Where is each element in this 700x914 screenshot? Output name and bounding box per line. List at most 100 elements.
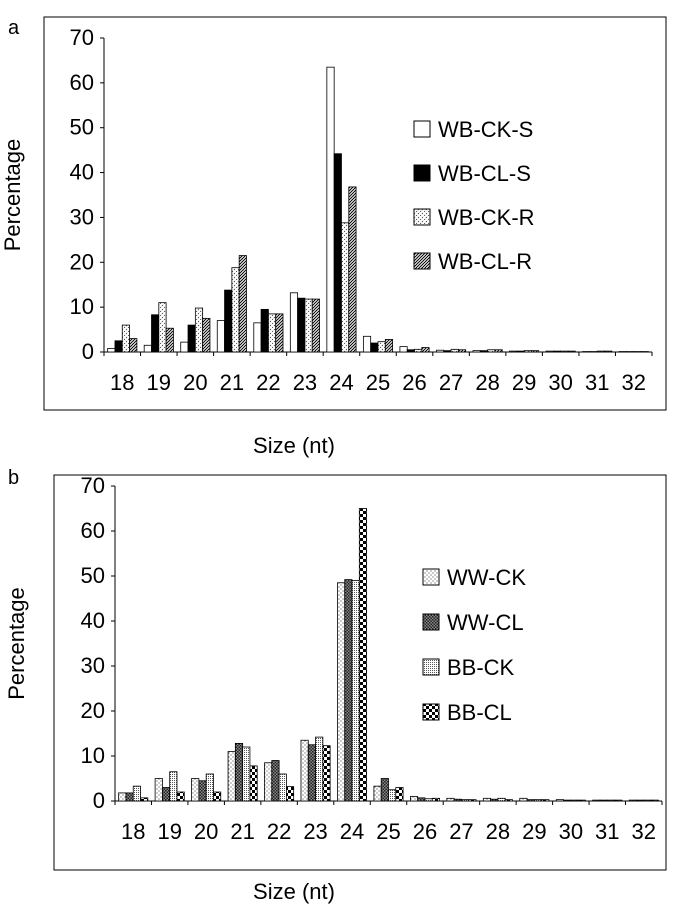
bar-WB-CK-R-26 — [414, 348, 423, 353]
x-tick-label-18: 18 — [110, 370, 134, 395]
bar-WB-CL-R-22 — [275, 313, 284, 353]
bar-WB-CL-S-18 — [114, 340, 123, 353]
chart-frame — [43, 16, 667, 411]
bar-WW-CL-22 — [271, 760, 280, 802]
y-axis-title: Percentage — [4, 587, 29, 700]
y-tick-label: 0 — [82, 339, 94, 364]
legend-swatch-BB-CL — [422, 703, 440, 721]
bar-WB-CK-R-27 — [450, 348, 459, 353]
legend-label-WB-CK-S: WB-CK-S — [438, 117, 533, 142]
bar-WB-CK-R-23 — [304, 298, 313, 353]
bar-WW-CK-19 — [154, 778, 163, 802]
chart-frame — [53, 474, 667, 871]
bar-BB-CL-30 — [577, 799, 586, 802]
x-axis-title-b: Size (nt) — [253, 879, 335, 904]
x-tick-label-25: 25 — [366, 370, 390, 395]
x-tick-label-21: 21 — [230, 819, 254, 844]
bar-WB-CL-S-23 — [297, 297, 306, 353]
bar-WB-CL-R-26 — [421, 347, 430, 353]
y-tick-label: 50 — [81, 563, 105, 588]
bar-BB-CL-22 — [285, 786, 295, 802]
bar-WB-CL-R-23 — [311, 298, 320, 353]
bar-BB-CK-24 — [351, 580, 360, 802]
bar-BB-CL-32 — [650, 799, 659, 802]
y-tick-label: 20 — [81, 698, 105, 723]
chart-panel-b: b 0 10 20 30 40 50 60 70 Percentage 18 19 20 21 22 23 2… — [0, 460, 700, 914]
legend-label-WW-CL: WW-CL — [447, 610, 524, 635]
x-tick-label-22: 22 — [256, 370, 280, 395]
legend-label-BB-CK: BB-CK — [447, 655, 515, 680]
bar-BB-CL-21 — [249, 765, 258, 802]
y-tick-label: 40 — [70, 160, 94, 185]
bar-WB-CL-S-28 — [479, 350, 489, 353]
bar-WW-CL-27 — [453, 798, 462, 802]
legend-label-BB-CL: BB-CL — [447, 700, 512, 725]
x-tick-label-28: 28 — [486, 819, 510, 844]
bar-WW-CK-26 — [409, 796, 419, 802]
x-tick-label-20: 20 — [194, 819, 218, 844]
bar-WB-CK-S-28 — [472, 350, 481, 353]
bar-WB-CK-S-27 — [436, 349, 445, 353]
bar-BB-CK-18 — [132, 785, 141, 802]
bar-WW-CK-24 — [337, 582, 346, 802]
bar-WB-CK-R-29 — [523, 350, 532, 353]
bar-WB-CL-R-30 — [567, 350, 576, 353]
legend-label-WB-CL-R: WB-CL-R — [438, 249, 532, 274]
bar-WW-CL-30 — [563, 799, 572, 802]
panel-label-b: b — [8, 467, 20, 489]
bar-WB-CL-R-29 — [531, 350, 540, 353]
bar-WB-CK-R-20 — [194, 307, 204, 353]
legend-swatch-WB-CK-R — [413, 208, 431, 226]
x-tick-label-19: 19 — [147, 370, 171, 395]
bar-WW-CK-29 — [519, 797, 528, 802]
x-tick-label-26: 26 — [413, 819, 437, 844]
bar-WW-CK-32 — [628, 799, 637, 802]
bar-WW-CL-23 — [307, 744, 316, 802]
bar-WB-CK-S-21 — [216, 320, 225, 353]
bar-WB-CK-S-18 — [107, 348, 116, 353]
bar-WB-CL-R-31 — [604, 350, 613, 353]
bar-WB-CK-S-23 — [289, 292, 299, 353]
bar-WB-CK-R-24 — [341, 222, 350, 353]
y-tick-label: 30 — [70, 204, 94, 229]
bar-WW-CK-23 — [300, 739, 309, 802]
legend-swatch-BB-CK — [422, 658, 440, 676]
bar-WB-CL-S-19 — [151, 314, 160, 353]
legend-swatch-WW-CL — [422, 613, 440, 631]
bar-WB-CK-R-30 — [560, 350, 569, 353]
bar-WW-CL-29 — [526, 799, 535, 802]
bar-WW-CL-18 — [125, 792, 134, 802]
x-tick-label-23: 23 — [303, 819, 327, 844]
x-tick-label-18: 18 — [121, 819, 145, 844]
bar-WB-CL-R-25 — [384, 339, 394, 353]
bar-WB-CK-S-24 — [326, 66, 335, 353]
x-tick-label-24: 24 — [340, 819, 364, 844]
bar-WW-CL-28 — [490, 798, 499, 802]
bar-BB-CL-29 — [541, 799, 550, 802]
y-axis-title: Percentage — [0, 139, 25, 252]
bar-WB-CL-R-21 — [238, 255, 247, 353]
x-tick-label-23: 23 — [293, 370, 317, 395]
bar-BB-CL-28 — [504, 799, 513, 802]
y-tick-label: 20 — [70, 249, 94, 274]
bar-BB-CL-24 — [358, 508, 368, 802]
bar-WB-CK-R-31 — [596, 350, 605, 353]
panel-label-a: a — [8, 17, 20, 39]
x-tick-label-28: 28 — [475, 370, 499, 395]
bar-WB-CK-S-19 — [143, 344, 152, 353]
x-tick-label-31: 31 — [595, 819, 619, 844]
bar-WB-CL-S-25 — [370, 342, 379, 353]
bar-chart-a: 0 10 20 30 40 50 60 70 Percentage 18 19 20 21 22 23 24 2… — [0, 16, 667, 411]
bar-BB-CK-23 — [315, 736, 324, 802]
bar-WW-CK-18 — [118, 792, 127, 802]
y-tick-label: 60 — [81, 518, 105, 543]
x-tick-label-29: 29 — [512, 370, 536, 395]
x-tick-label-31: 31 — [585, 370, 609, 395]
y-tick-label: 40 — [81, 608, 105, 633]
x-tick-label-19: 19 — [157, 819, 181, 844]
bar-WB-CK-S-22 — [253, 322, 262, 353]
bar-WB-CK-S-26 — [399, 346, 408, 353]
bar-WW-CK-22 — [264, 762, 273, 802]
bar-WB-CL-R-18 — [129, 338, 138, 353]
x-tick-label-20: 20 — [183, 370, 207, 395]
